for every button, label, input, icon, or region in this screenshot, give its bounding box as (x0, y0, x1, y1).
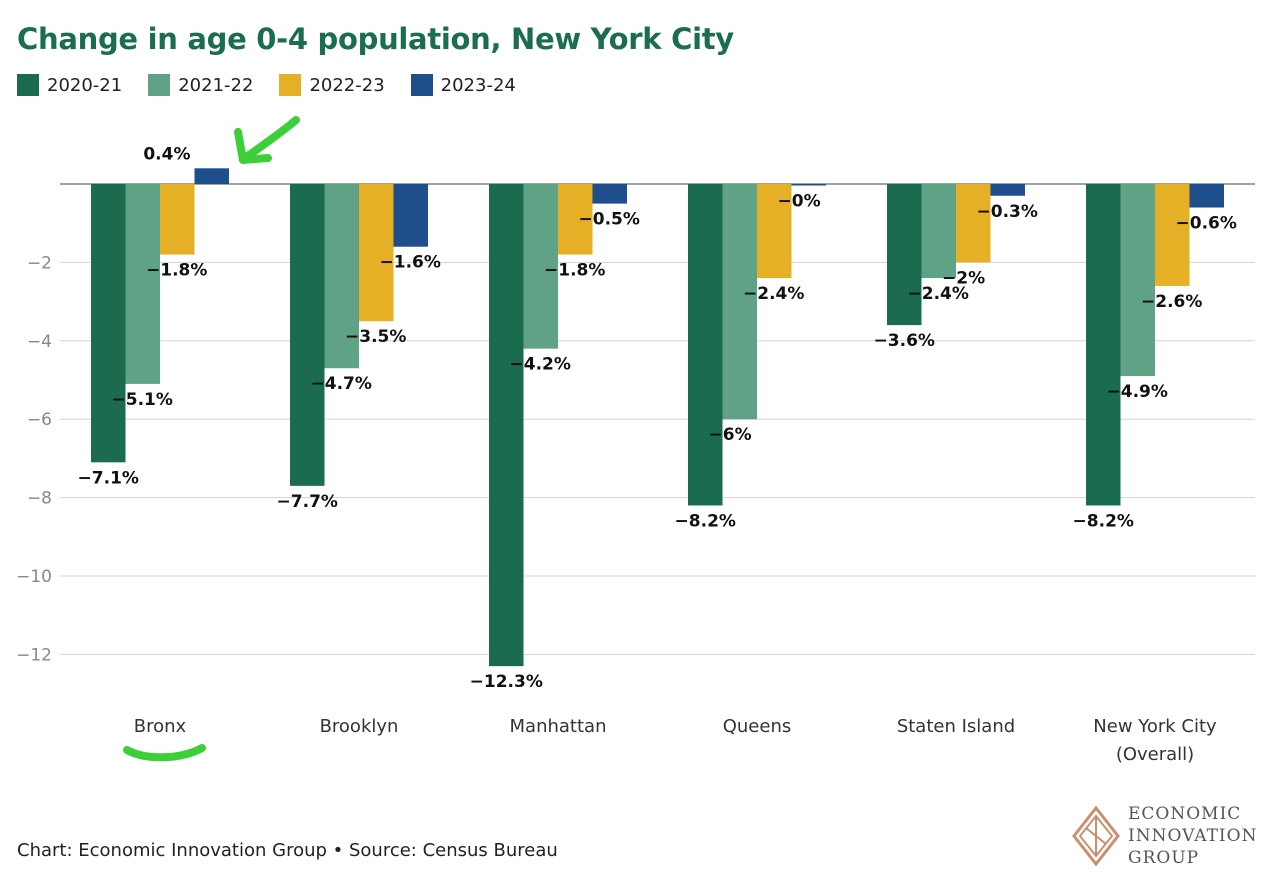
legend-label-2021-22: 2021-22 (178, 74, 254, 96)
data-label: −4.2% (510, 355, 571, 375)
category-label: Brooklyn (320, 716, 399, 737)
data-label: −2.6% (1141, 292, 1202, 312)
legend-swatch-2023-24 (410, 74, 433, 96)
highlight-underline (123, 744, 206, 762)
bar (91, 184, 126, 463)
bar (324, 184, 359, 369)
source-footer: Chart: Economic Innovation Group • Sourc… (17, 840, 558, 861)
diamond-logo-icon (1072, 806, 1120, 866)
chart-title: Change in age 0-4 population, New York C… (17, 22, 734, 56)
y-tick-label: −6 (27, 410, 52, 430)
data-label: −6% (709, 425, 752, 445)
data-label: −5.1% (112, 390, 173, 410)
logo-line-3: GROUP (1128, 848, 1200, 868)
logo-line-1: ECONOMIC (1128, 804, 1242, 824)
annotations (123, 116, 300, 762)
bar (194, 168, 229, 184)
bar (921, 184, 956, 279)
legend-swatch-2022-23 (279, 74, 302, 96)
legend-item-2023-24: 2023-24 (410, 74, 516, 96)
bar (290, 184, 325, 486)
bar (160, 184, 195, 255)
bar (1155, 184, 1190, 286)
data-label: −0.6% (1176, 214, 1237, 234)
y-tick-label: −2 (27, 253, 52, 273)
data-label: −8.2% (1073, 511, 1134, 531)
data-label: −7.7% (277, 492, 338, 512)
bar (592, 184, 627, 204)
legend-label-2020-21: 2020-21 (47, 74, 123, 96)
data-label: −1.8% (544, 261, 605, 281)
data-label: −2.4% (743, 284, 804, 304)
category-label: Manhattan (510, 716, 607, 737)
bar (125, 184, 160, 384)
legend-swatch-2020-21 (17, 74, 39, 96)
y-tick-label: −4 (27, 332, 52, 352)
category-label-line: (Overall) (1116, 744, 1194, 765)
bar (956, 184, 991, 263)
data-label: −2.4% (908, 284, 969, 304)
bar (688, 184, 723, 506)
data-label: −4.9% (1107, 382, 1168, 402)
logo-text: ECONOMIC INNOVATION GROUP (1128, 803, 1257, 869)
data-label: −0% (778, 192, 821, 212)
legend-label-2022-23: 2022-23 (309, 74, 385, 96)
legend: 2020-21 2021-22 2022-23 2023-24 (17, 74, 542, 96)
category-label: Staten Island (897, 716, 1015, 737)
bar (359, 184, 394, 322)
bar (1120, 184, 1155, 377)
bar (489, 184, 524, 667)
category-label: Bronx (134, 716, 187, 737)
bar (757, 184, 792, 279)
logo-line-2: INNOVATION (1128, 826, 1258, 846)
legend-item-2022-23: 2022-23 (279, 74, 385, 96)
bar (791, 184, 826, 186)
bar (393, 184, 428, 247)
legend-label-2023-24: 2023-24 (440, 74, 516, 96)
eig-logo: ECONOMIC INNOVATION GROUP (1072, 803, 1257, 869)
data-label: −0.5% (579, 210, 640, 230)
legend-item-2020-21: 2020-21 (17, 74, 122, 96)
gridlines: −2 −4 −6 −8 −10 −12 (16, 183, 1255, 665)
y-tick-label: −8 (27, 489, 52, 509)
data-label: −4.7% (311, 374, 372, 394)
y-tick-label: −12 (16, 645, 52, 665)
highlight-arrow (241, 116, 300, 162)
data-label: −12.3% (470, 672, 543, 692)
bar (523, 184, 558, 349)
data-label: −3.5% (345, 327, 406, 347)
data-label: −3.6% (874, 331, 935, 351)
legend-swatch-2021-22 (148, 74, 171, 96)
data-label: −2% (942, 268, 985, 288)
bar (887, 184, 922, 326)
data-label: −0.3% (977, 202, 1038, 222)
category-label-line: New York City (1093, 716, 1217, 737)
category-label: Queens (723, 716, 792, 737)
data-labels: −7.1% −7.7% −12.3% −8.2% −3.6% −8.2% −5.1% −4.7… (78, 144, 1237, 692)
bar (722, 184, 757, 420)
highlight-arrowhead (234, 128, 272, 164)
bars (91, 168, 1224, 667)
bar (1189, 184, 1224, 208)
bar (1086, 184, 1121, 506)
data-label: −1.8% (146, 261, 207, 281)
category-labels: Bronx Brooklyn Manhattan Queens Staten Islan… (134, 716, 1217, 765)
y-tick-label: −10 (16, 567, 52, 587)
category-label: New York City (Overall) (1093, 716, 1217, 765)
legend-item-2021-22: 2021-22 (148, 74, 253, 96)
bar (558, 184, 593, 255)
data-label: −1.6% (380, 253, 441, 273)
bar (990, 184, 1025, 196)
data-label: −7.1% (78, 468, 139, 488)
data-label: 0.4% (143, 144, 190, 164)
data-label: −8.2% (675, 511, 736, 531)
